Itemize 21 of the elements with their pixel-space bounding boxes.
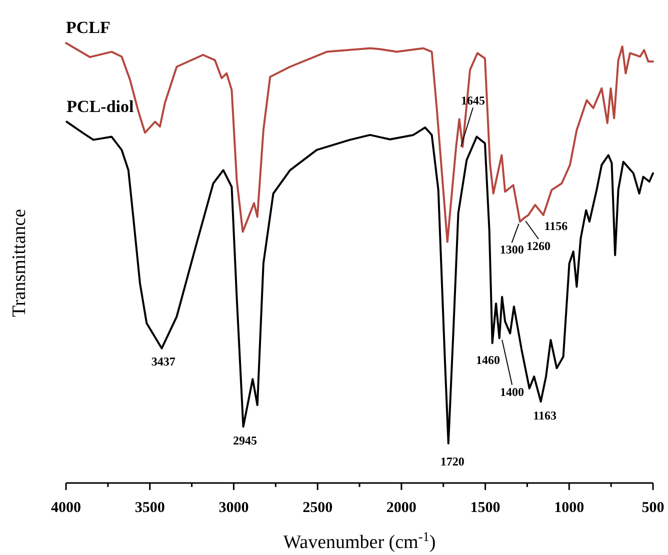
annotation: 1400 bbox=[500, 384, 524, 399]
annotation: 1163 bbox=[533, 408, 556, 423]
x-tick-label: 500 bbox=[642, 500, 664, 516]
annotation: 1720 bbox=[440, 454, 464, 468]
x-tick-label: 3500 bbox=[134, 500, 165, 516]
annotation: 1156 bbox=[544, 219, 568, 234]
annotation: 2945 bbox=[232, 434, 257, 448]
annotation: 3437 bbox=[151, 354, 176, 368]
x-tick-label: 2500 bbox=[302, 500, 333, 516]
y-axis-title: Transmittance bbox=[9, 208, 30, 318]
annotation: 1260 bbox=[526, 239, 551, 253]
annotation: 1300 bbox=[500, 242, 524, 257]
x-tick-label: 1000 bbox=[554, 500, 584, 516]
x-tick-label: 4000 bbox=[51, 500, 81, 516]
x-tick-label: 1500 bbox=[470, 500, 500, 516]
x-tick-label: 3000 bbox=[218, 500, 249, 516]
series-label: PCLF bbox=[66, 18, 110, 37]
annotation: 1460 bbox=[476, 353, 500, 368]
series-label: PCL-diol bbox=[66, 96, 134, 116]
x-axis-title: Wavenumber (cm$^{-1}$) bbox=[283, 528, 436, 553]
x-tick-label: 2000 bbox=[386, 500, 416, 516]
